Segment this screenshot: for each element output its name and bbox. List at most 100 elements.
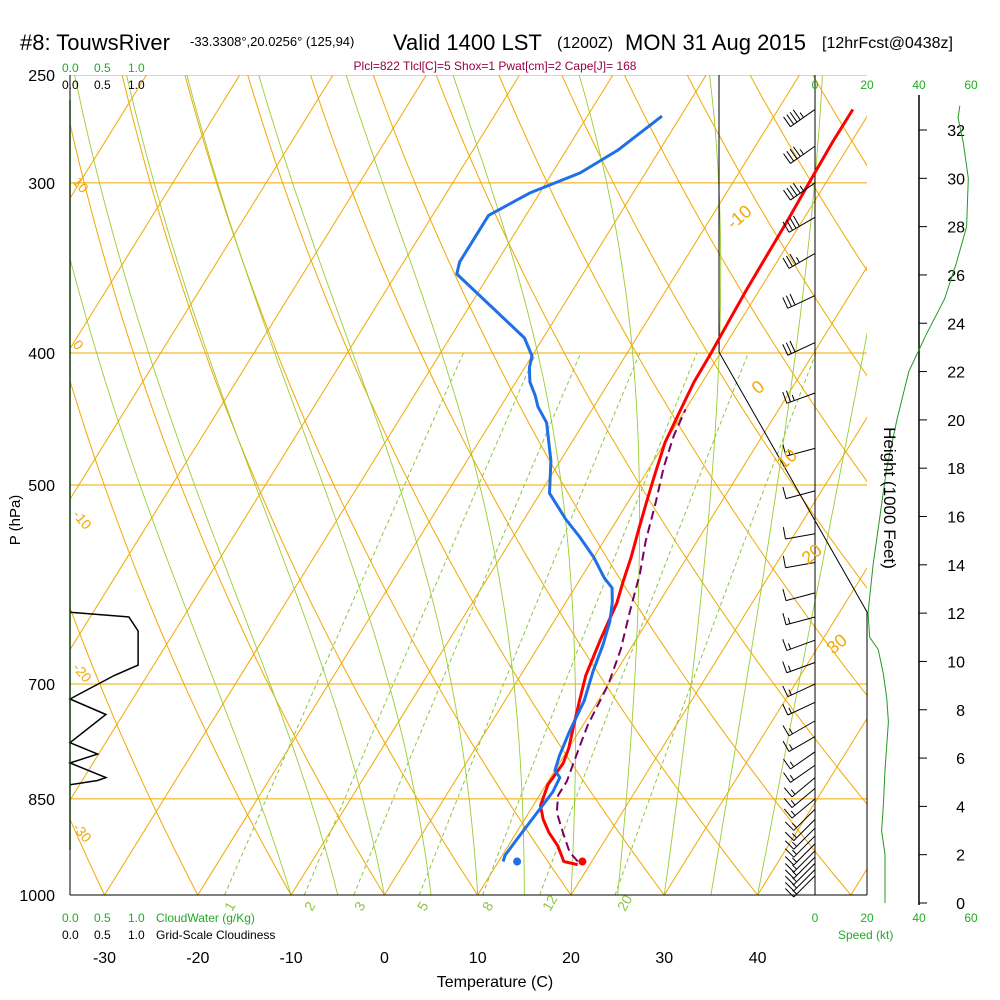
wind-barb-half-feather: [799, 112, 804, 118]
wind-barb-half-feather: [792, 877, 797, 883]
surface-point: [513, 857, 522, 866]
wind-barb-staff: [793, 843, 816, 866]
wind-barb-feather: [784, 848, 795, 858]
wind-barb-half-feather: [792, 889, 797, 895]
moist-adiabat: [710, 75, 823, 895]
wind-barb-staff: [787, 701, 816, 716]
moist-adiabat: [186, 75, 432, 895]
wind-barb-feather: [782, 613, 787, 625]
wind-barb-half-feather: [788, 643, 792, 650]
wind-barb-half-feather: [788, 665, 792, 672]
wind-barb-feather: [792, 215, 800, 227]
wind-barb-feather: [789, 111, 798, 123]
wind-barb: [783, 764, 816, 783]
height-tick-label: 0: [956, 896, 965, 913]
cloudwater-2: 1.0: [128, 911, 145, 925]
moist-adiabat: [345, 75, 525, 895]
wind-barb-feather: [785, 390, 792, 403]
wind-barb: [782, 215, 816, 233]
dry-adiabat: [561, 75, 867, 589]
speed-tick-bottom: 0: [812, 911, 819, 925]
wind-barb-feather: [783, 798, 793, 808]
height-tick-label: 6: [956, 751, 965, 768]
wind-barb-half-feather: [789, 744, 793, 750]
cloudwater-0: 0.0: [62, 911, 79, 925]
wind-barb-staff: [790, 764, 816, 783]
wind-barb: [782, 390, 816, 404]
wind-barb-feather: [782, 257, 790, 269]
wind-barb: [783, 145, 816, 164]
wind-barb-staff: [788, 252, 816, 269]
isotherm-label: 20: [798, 540, 826, 568]
isotherm-label: -10: [723, 201, 756, 233]
dry-adiabat: [938, 75, 1000, 895]
wind-barb-feather: [792, 109, 801, 121]
pressure-tick-label: 300: [28, 176, 55, 193]
top-green-0: 0.0: [62, 61, 79, 75]
mixing-ratio-label: 8: [479, 899, 497, 914]
valid-zulu: (1200Z): [557, 35, 613, 52]
speed-tick-top: 20: [860, 78, 874, 92]
dry-adiabat: [121, 75, 479, 895]
wind-barb: [784, 875, 816, 898]
wind-barb-feather: [785, 342, 792, 354]
wind-barb: [783, 787, 816, 809]
wind-barb-half-feather: [787, 449, 791, 456]
wind-barb-feather: [782, 221, 790, 233]
pressure-tick-label: 250: [28, 68, 55, 85]
wind-barb-staff: [793, 808, 816, 831]
wind-barb-feather: [782, 444, 787, 457]
wind-barb: [784, 819, 816, 841]
isotherm-line: [663, 567, 867, 895]
grid-layer: [70, 75, 1000, 895]
height-tick-label: 18: [947, 461, 965, 478]
moist-adiabat: [452, 75, 577, 895]
wind-barb-half-feather: [792, 823, 797, 828]
wind-barb-staff: [785, 562, 816, 569]
wind-barb-staff: [793, 827, 816, 850]
wind-barb-staff: [793, 850, 816, 873]
height-tick-label: 16: [947, 510, 965, 527]
wind-barb-feather: [789, 185, 798, 196]
wind-barb-half-feather: [792, 849, 797, 855]
pressure-tick-label: 400: [28, 346, 55, 363]
wind-barb: [784, 835, 816, 858]
wind-barb-feather: [789, 293, 796, 306]
wind-barb-feather: [786, 219, 793, 231]
height-tick-label: 14: [947, 558, 965, 575]
top-black-1: 0.5: [94, 78, 111, 92]
label-layer: -30 -20 -10 0 10 20 30 402503004005007008501000…: [19, 68, 867, 967]
wind-barb-feather: [784, 869, 795, 879]
series-dewpoint-line: [455, 114, 663, 862]
y-axis-label: P (hPa): [7, 495, 24, 546]
chart-subtitle: Plcl=822 Tlcl[C]=5 Shox=1 Pwat[cm]=2 Cap…: [354, 59, 637, 73]
isotherm-line: [290, 75, 800, 895]
moist-adiabat: [126, 75, 385, 895]
wind-barb: [782, 293, 816, 309]
wind-barb-staff: [790, 109, 816, 128]
wind-barb: [783, 109, 816, 128]
wind-barb-feather: [782, 527, 786, 540]
dry-adiabat: [184, 75, 572, 895]
moist-adiabat: [757, 331, 867, 895]
isotherm-line: [70, 75, 241, 350]
wind-barb-feather: [786, 255, 793, 267]
moist-adiabat: [70, 256, 292, 895]
wind-barb-feather: [783, 189, 791, 201]
speed-tick-bottom: 60: [964, 911, 978, 925]
wind-barb-staff: [785, 490, 816, 500]
wind-barb-feather: [783, 153, 791, 164]
wind-barb-feather: [783, 808, 793, 819]
moist-adiabat: [663, 75, 722, 895]
wind-barb-feather: [784, 863, 795, 873]
wind-barb-half-feather: [789, 774, 795, 781]
isotherm-label: 30: [823, 630, 851, 658]
top-green-1: 0.5: [94, 61, 111, 75]
dry-adiabat: [498, 75, 867, 697]
wind-barb-staff: [790, 751, 816, 770]
wind-barb-staff: [790, 182, 816, 201]
wind-barb-feather: [782, 725, 790, 737]
dry-adiabat: [686, 75, 867, 377]
wind-barb-feather: [792, 183, 801, 194]
isotherm-line: [197, 75, 707, 895]
